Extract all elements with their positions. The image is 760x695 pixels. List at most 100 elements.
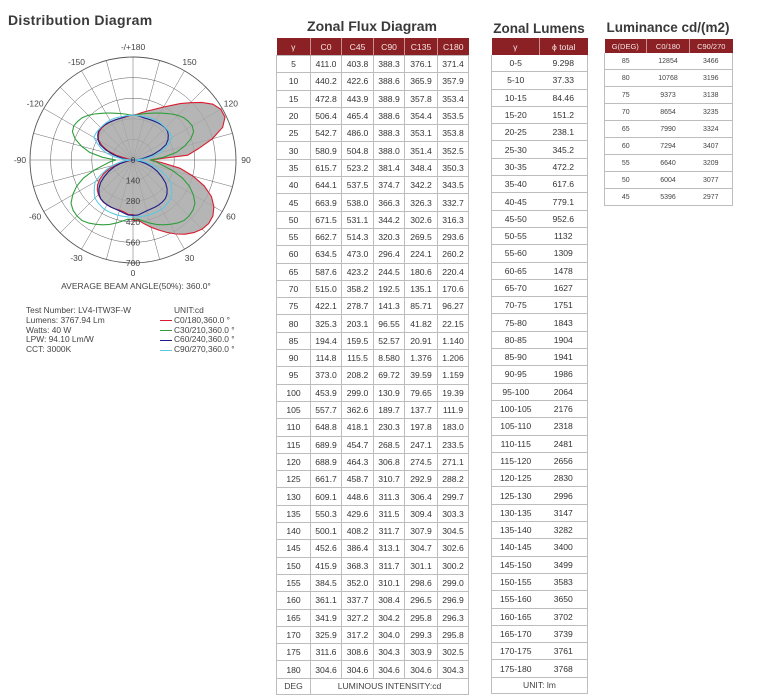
table-row: 130 609.1 448.6 311.3 306.4 299.7 [276,487,469,506]
table-row: 100-105 2176 [491,400,588,419]
lumens-cell: 25-30 [491,140,540,159]
flux-cell: 304.6 [341,660,374,679]
flux-cell: 341.9 [310,608,342,627]
flux-cell: 295.8 [437,625,469,645]
lumens-cell: 60-65 [491,262,540,280]
flux-cell: 311.7 [373,556,405,575]
polar-radius-label: 700 [126,258,140,268]
curve-c90-270 [93,114,173,218]
lumens-cell: 145-150 [491,556,540,574]
flux-cell: 362.6 [341,400,374,420]
table-row: 15 472.8 443.9 388.9 357.8 353.4 [276,89,469,108]
legend-line-swatch [160,320,172,322]
lumens-cell: 110-115 [491,435,540,453]
flux-cell: 8.580 [373,349,405,368]
flux-cell: 358.2 [341,279,374,299]
flux-cell: 350.3 [437,158,469,178]
flux-cell: 183.0 [437,418,469,437]
flux-cell: 278.7 [341,297,374,316]
flux-cell: 302.6 [437,539,469,558]
flux-cell: 296.5 [404,591,438,610]
legend-label: C60/240,360.0 ° [174,334,235,345]
lumens-cell: 55-60 [491,244,540,263]
flux-cell: 325.9 [310,625,342,645]
flux-cell: 230.3 [373,418,405,437]
flux-cell: 465.4 [341,106,374,126]
lumens-cell: 125-130 [491,486,540,505]
flux-cell: 531.1 [341,210,374,229]
table-row: 110-115 2481 [491,435,588,453]
flux-cell: 332.7 [437,193,469,212]
flux-cell: 348.4 [404,158,438,178]
flux-cell: 70 [276,279,311,299]
flux-cell: 351.4 [404,141,438,160]
flux-cell: 373.0 [310,366,342,385]
luminance-cell: 6640 [646,154,690,172]
table-row: 20-25 238.1 [491,123,588,142]
legend-item: C0/180,360.0 ° [160,315,235,326]
flux-cell: 515.0 [310,279,342,299]
flux-cell: 85 [276,331,311,351]
flux-cell: 155 [276,573,311,593]
luminance-cell: 55 [604,154,647,172]
flux-cell: 244.5 [373,262,405,281]
flux-cell: 299.3 [404,625,438,645]
polar-angle-label: -150 [68,57,85,67]
luminance-cell: 70 [604,103,647,121]
flux-cell: 302.5 [437,643,469,662]
luminance-cell: 80 [604,69,647,87]
flux-cell: 60 [276,245,311,264]
flux-cell: 1.140 [437,331,469,351]
luminance-cell: 3407 [689,137,733,155]
table-row: 80 10768 3196 [604,69,733,87]
flux-cell: 311.5 [373,504,405,524]
lumens-cell: 130-135 [491,504,540,523]
flux-cell: 353.4 [437,89,469,108]
luminance-cell: 5396 [646,188,690,206]
lumens-cell: 2830 [539,469,588,488]
lumens-cell: 160-165 [491,608,540,626]
flux-cell: 458.7 [341,470,374,489]
flux-cell: 189.7 [373,400,405,420]
table-row: 55-60 1309 [491,244,588,263]
luminance-table: G(DEG) C0/180 C90/270 85 12854 3466 80 10768 31… [604,39,733,206]
flux-cell: 40 [276,176,311,195]
flux-header-2: C45 [341,38,374,56]
flux-cell: 311.3 [373,487,405,506]
luminance-cell: 3324 [689,120,733,138]
flux-header-3: C90 [373,38,405,56]
lumens-cell: 150-155 [491,573,540,592]
table-row: 100 453.9 299.0 130.9 79.65 19.39 [276,383,469,402]
polar-angle-label: 150 [182,57,196,67]
table-row: 85-90 1941 [491,348,588,367]
flux-cell: 388.6 [373,72,405,91]
flux-cell: 170 [276,625,311,645]
table-row: 45 5396 2977 [604,188,733,206]
table-row: 115 689.9 454.7 268.5 247.1 233.5 [276,435,469,454]
flux-cell: 69.72 [373,366,405,385]
flux-cell: 120 [276,452,311,472]
table-row: 60 7294 3407 [604,137,733,155]
flux-cell: 1.206 [437,349,469,368]
flux-cell: 192.5 [373,279,405,299]
flux-cell: 361.1 [310,591,342,610]
flux-cell: 304.6 [310,660,342,679]
table-row: 115-120 2656 [491,452,588,471]
flux-cell: 408.2 [341,522,374,541]
table-row: 70 515.0 358.2 192.5 135.1 170.6 [276,279,469,299]
flux-cell: 247.1 [404,435,438,454]
table-row: 170 325.9 317.2 304.0 299.3 295.8 [276,625,469,645]
flux-cell: 344.2 [373,210,405,229]
flux-cell: 10 [276,72,311,91]
flux-cell: 224.1 [404,245,438,264]
lumens-cell: 779.1 [539,192,588,211]
table-row: 5-10 37.33 [491,71,588,90]
legend-item: C30/210,360.0 ° [160,325,235,336]
flux-cell: 368.3 [341,556,374,575]
table-row: 75-80 1843 [491,313,588,332]
flux-cell: 326.3 [404,193,438,212]
flux-cell: 145 [276,539,311,558]
flux-cell: 135 [276,504,311,524]
flux-cell: 308.6 [341,643,374,662]
flux-cell: 506.4 [310,106,342,126]
